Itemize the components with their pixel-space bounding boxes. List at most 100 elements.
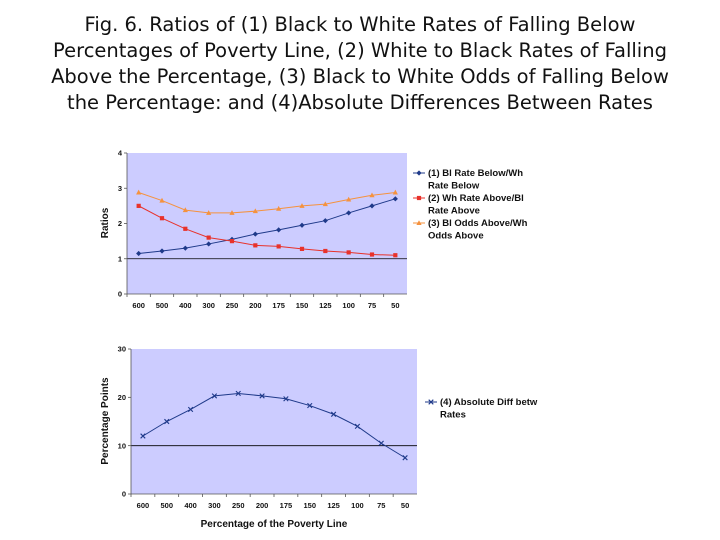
ratios-series-1-point bbox=[252, 231, 258, 237]
ratios-legend-label-3: Odds Above bbox=[428, 231, 484, 242]
difference-x-tick-label: 250 bbox=[232, 501, 245, 510]
title-line-2: Percentages of Poverty Line, (2) White t… bbox=[53, 39, 667, 62]
ratios-series-2-point bbox=[159, 216, 165, 221]
ratios-series-3-point bbox=[182, 207, 188, 213]
ratios-x-tick-label: 125 bbox=[319, 301, 332, 310]
difference-series-1-point bbox=[402, 455, 408, 461]
difference-x-tick-label: 75 bbox=[377, 501, 385, 510]
ratios-series-3-point bbox=[136, 189, 142, 195]
ratios-series-3-point bbox=[369, 192, 375, 198]
difference-y-axis-title: Percentage Points bbox=[100, 377, 111, 465]
ratios-series-2-point bbox=[346, 250, 351, 255]
difference-x-tick-label: 125 bbox=[327, 501, 340, 510]
ratios-x-tick-label: 500 bbox=[156, 301, 169, 310]
ratios-y-tick-label: 1 bbox=[118, 254, 122, 263]
ratios-series-3-point bbox=[346, 196, 352, 202]
ratios-series-3-point bbox=[229, 210, 235, 215]
ratios-series-3-point bbox=[322, 201, 328, 207]
ratios-x-tick-label: 150 bbox=[296, 301, 309, 310]
difference-plot-area bbox=[131, 349, 417, 494]
difference-series-1-point bbox=[211, 393, 218, 399]
ratios-series-1-point bbox=[322, 218, 328, 224]
difference-x-tick-label: 300 bbox=[208, 501, 221, 510]
ratios-x-tick-label: 100 bbox=[342, 301, 355, 310]
ratios-x-tick-label: 600 bbox=[132, 301, 145, 310]
ratios-series-2-point bbox=[323, 248, 328, 254]
difference-series-1-line bbox=[142, 392, 406, 459]
difference-series-1-point bbox=[140, 433, 146, 439]
difference-legend-label-1: Rates bbox=[440, 410, 466, 421]
difference-series-1-point bbox=[235, 390, 241, 397]
difference-y-tick-label: 20 bbox=[118, 393, 126, 402]
ratios-series-2-point bbox=[299, 246, 305, 251]
ratios-series-1-point bbox=[159, 248, 165, 254]
ratios-legend-label-2: Rate Above bbox=[428, 206, 480, 217]
ratios-series-1-line bbox=[138, 198, 396, 254]
difference-x-tick-label: 150 bbox=[303, 501, 316, 510]
difference-x-tick-label: 175 bbox=[280, 501, 293, 510]
ratios-series-3-point bbox=[299, 203, 305, 208]
ratios-series-1-point bbox=[276, 227, 282, 233]
ratios-series-2-point bbox=[183, 226, 188, 231]
title-line-4: the Percentage: and (4)Absolute Differen… bbox=[67, 91, 653, 114]
ratios-legend-label-3: (3) Bl Odds Above/Wh bbox=[428, 218, 528, 229]
difference-x-tick-label: 400 bbox=[184, 501, 197, 510]
ratios-series-1-point bbox=[346, 210, 352, 216]
ratios-legend-marker-3 bbox=[416, 220, 422, 225]
ratios-series-2-point bbox=[276, 244, 281, 249]
ratios-plot-area bbox=[127, 153, 407, 294]
ratios-y-axis-title: Ratios bbox=[100, 207, 111, 238]
difference-y-tick-label: 30 bbox=[118, 345, 126, 354]
ratios-x-tick-label: 400 bbox=[179, 301, 192, 310]
difference-x-tick-label: 500 bbox=[160, 501, 173, 510]
ratios-series-3-point bbox=[276, 205, 282, 211]
difference-series-1-point bbox=[164, 418, 170, 425]
difference-legend-label-1: (4) Absolute Diff betw bbox=[440, 397, 538, 408]
ratios-series-1-point bbox=[392, 196, 398, 202]
ratios-y-tick-label: 3 bbox=[118, 184, 122, 193]
ratios-x-tick-label: 250 bbox=[226, 301, 239, 310]
ratios-legend-label-2: (2) Wh Rate Above/Bl bbox=[428, 193, 524, 204]
ratios-legend-label-1: Rate Below bbox=[428, 181, 480, 192]
ratios-y-tick-label: 4 bbox=[118, 149, 123, 158]
title-line-1: Fig. 6. Ratios of (1) Black to White Rat… bbox=[84, 13, 636, 36]
difference-y-tick-label: 0 bbox=[122, 490, 126, 499]
ratios-series-2-point bbox=[393, 253, 398, 258]
difference-series-1-point bbox=[259, 393, 265, 399]
ratios-legend-label-1: (1) Bl Rate Below/Wh bbox=[428, 168, 523, 179]
ratios-series-3-point bbox=[252, 208, 258, 214]
ratios-series-2-line bbox=[138, 205, 396, 256]
difference-y-tick-label: 10 bbox=[118, 441, 126, 450]
ratios-series-3-point bbox=[206, 210, 212, 215]
ratios-x-tick-label: 200 bbox=[249, 301, 262, 310]
difference-x-tick-label: 200 bbox=[256, 501, 269, 510]
difference-x-tick-label: 100 bbox=[351, 501, 364, 510]
ratios-series-2-point bbox=[136, 203, 141, 208]
difference-series-1-point bbox=[283, 396, 289, 402]
figure-title: Fig. 6. Ratios of (1) Black to White Rat… bbox=[0, 12, 720, 120]
difference-series-1-point bbox=[378, 440, 384, 446]
ratios-legend-marker-2 bbox=[416, 195, 422, 201]
ratios-series-2-point bbox=[369, 252, 375, 257]
difference-x-tick-label: 50 bbox=[401, 501, 409, 510]
ratios-series-1-point bbox=[206, 241, 212, 247]
ratios-series-1-point bbox=[182, 245, 188, 251]
difference-x-tick-label: 600 bbox=[137, 501, 150, 510]
difference-series-1-point bbox=[354, 423, 361, 430]
ratios-series-3-point bbox=[159, 197, 165, 203]
ratios-y-tick-label: 0 bbox=[118, 290, 122, 299]
difference-x-axis-title: Percentage of the Poverty Line bbox=[201, 519, 348, 530]
ratios-series-2-point bbox=[229, 239, 235, 244]
ratios-x-tick-label: 175 bbox=[272, 301, 285, 310]
ratios-x-tick-label: 50 bbox=[391, 301, 399, 310]
ratios-series-1-point bbox=[136, 250, 142, 257]
title-line-3: Above the Percentage, (3) Black to White… bbox=[51, 65, 669, 88]
ratios-x-tick-label: 75 bbox=[368, 301, 376, 310]
ratios-series-2-point bbox=[253, 243, 258, 248]
ratios-legend-marker-1 bbox=[416, 170, 422, 176]
ratios-series-3-line bbox=[138, 191, 396, 214]
difference-series-1-point bbox=[330, 411, 337, 417]
ratios-y-tick-label: 2 bbox=[118, 219, 122, 228]
ratios-series-1-point bbox=[299, 222, 305, 228]
